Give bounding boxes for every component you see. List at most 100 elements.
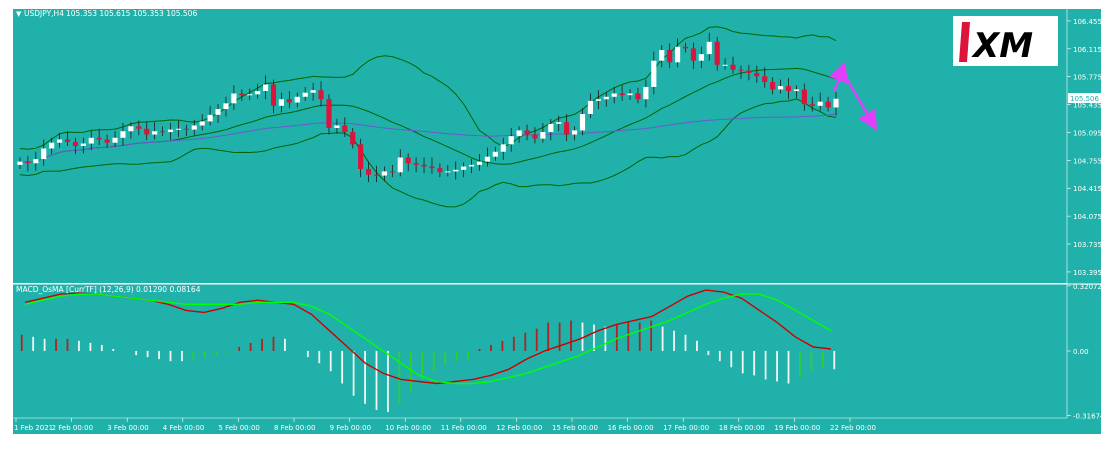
candle-bear <box>183 128 189 130</box>
candle-bull <box>80 143 86 146</box>
candle-bear <box>730 64 736 70</box>
candle-bull <box>263 84 269 92</box>
candle-bull <box>587 100 593 115</box>
candle-bull <box>572 130 578 135</box>
candle-bear <box>690 48 696 61</box>
candle-bull <box>278 99 284 106</box>
candle-bear <box>72 141 78 146</box>
candle-bull <box>310 90 316 93</box>
candle-bull <box>255 91 261 95</box>
candle-bull <box>611 93 617 97</box>
candle-bear <box>350 132 356 145</box>
arrow-down-segment <box>840 70 878 131</box>
candle-bull <box>484 156 490 162</box>
time-axis-label: 1 Feb 2021 <box>14 424 53 432</box>
macd-axis-label: -0.31674 <box>1073 412 1105 420</box>
time-axis-label: 11 Feb 00:00 <box>441 424 487 432</box>
candle-bear <box>270 84 277 106</box>
candle-bull <box>461 166 467 170</box>
candle-bull <box>207 114 213 122</box>
candle-bull <box>88 137 94 144</box>
candle-bear <box>825 101 831 108</box>
time-axis-label: 17 Feb 00:00 <box>663 424 709 432</box>
time-axis-bg <box>13 418 1101 434</box>
ohlc-label: 105.353 105.615 105.353 105.506 <box>66 9 197 18</box>
candle-bull <box>445 171 451 173</box>
macd-series <box>20 289 836 412</box>
macd-axis-label: 0.32072 <box>1073 283 1102 291</box>
xm-logo-text: XM <box>971 26 1033 66</box>
price-axis-label: 106.455 <box>1073 18 1102 26</box>
candle-bull <box>643 86 649 100</box>
candle-bear <box>366 168 372 175</box>
candle-bear <box>389 171 395 173</box>
price-axis-label: 106.115 <box>1073 46 1102 54</box>
candle-bull <box>302 92 308 97</box>
candle-bear <box>524 130 530 135</box>
candle-bull <box>492 151 498 157</box>
price-panel-bg <box>13 9 1067 283</box>
candle-bull <box>128 126 134 132</box>
candle-bear <box>239 93 245 96</box>
xm-logo: XM <box>953 16 1058 66</box>
candle-bear <box>619 93 625 96</box>
price-axis-label: 103.395 <box>1073 269 1102 277</box>
candle-bear <box>326 99 332 128</box>
current-price-text: 105.506 <box>1070 95 1099 103</box>
price-axis-label: 104.755 <box>1073 157 1102 165</box>
candle-bull <box>516 130 522 137</box>
candle-bull <box>152 131 158 135</box>
candle-bear <box>770 82 776 90</box>
price-axis-label: 105.095 <box>1073 129 1102 137</box>
macd-signal-line <box>24 293 832 385</box>
candle-bull <box>627 93 633 96</box>
candle-bear <box>785 86 792 92</box>
price-series <box>17 26 839 208</box>
time-axis-label: 2 Feb 00:00 <box>52 424 93 432</box>
candle-bull <box>112 137 118 143</box>
candle-bull <box>294 96 300 103</box>
candle-bull <box>508 136 514 145</box>
candle-bull <box>397 157 403 173</box>
candle-bear <box>136 126 142 129</box>
candle-bull <box>57 139 63 143</box>
time-axis-label: 4 Feb 00:00 <box>163 424 204 432</box>
bollinger-upper-line <box>19 26 837 150</box>
time-axis-label: 16 Feb 00:00 <box>608 424 654 432</box>
candle-bear <box>532 134 538 139</box>
candle-bull <box>334 125 340 128</box>
candle-bull <box>381 171 387 176</box>
macd-axis-label: 0.00 <box>1073 348 1089 356</box>
candle-bear <box>358 144 364 169</box>
candle-bear <box>64 139 71 142</box>
candle-bear <box>437 168 443 173</box>
candle-bull <box>793 89 799 92</box>
candle-bear <box>762 76 768 83</box>
candle-bull <box>199 121 205 126</box>
symbol-label: USDJPY,H4 <box>24 9 64 18</box>
candle-bull <box>175 128 181 130</box>
candle-bear <box>667 50 673 63</box>
current-price-tag <box>1068 93 1101 103</box>
candle-bull <box>231 93 237 104</box>
candle-bull <box>247 94 253 96</box>
candle-bear <box>144 128 150 135</box>
candle-bear <box>286 99 292 103</box>
candle-bull <box>778 86 784 90</box>
price-axis-bg <box>1067 9 1101 418</box>
price-axis-label: 103.735 <box>1073 241 1102 249</box>
candle-bear <box>714 41 720 65</box>
candle-bull <box>548 123 554 133</box>
candle-bear <box>104 139 110 143</box>
forecast-arrow <box>829 61 878 131</box>
candle-bull <box>469 164 475 167</box>
candle-bear <box>373 174 380 176</box>
candle-bear <box>318 90 324 100</box>
candle-bear <box>342 125 348 133</box>
symbol-label-marker[interactable]: ▼ <box>16 10 22 18</box>
candle-bull <box>833 98 839 108</box>
price-axis-label: 105.775 <box>1073 74 1102 82</box>
candle-bear <box>801 89 807 105</box>
